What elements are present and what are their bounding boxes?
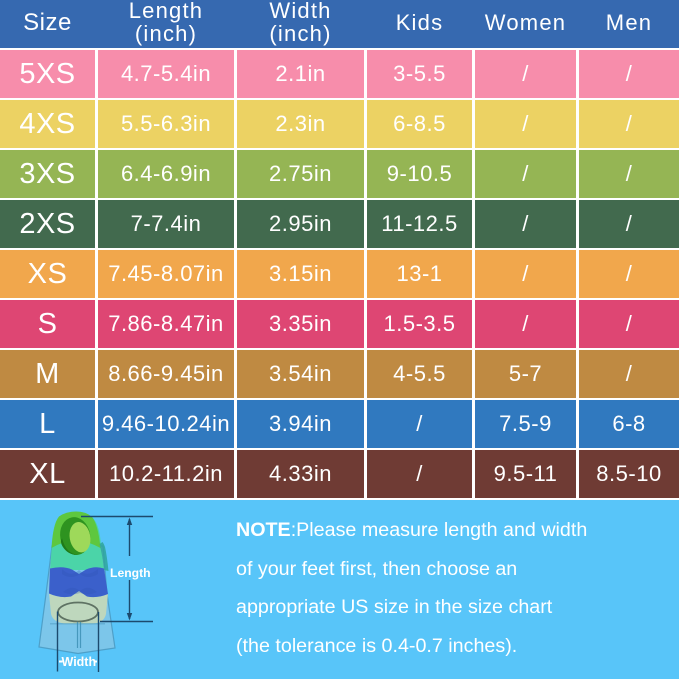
svg-text:Length: Length — [110, 566, 151, 580]
svg-text:Width: Width — [62, 655, 97, 669]
